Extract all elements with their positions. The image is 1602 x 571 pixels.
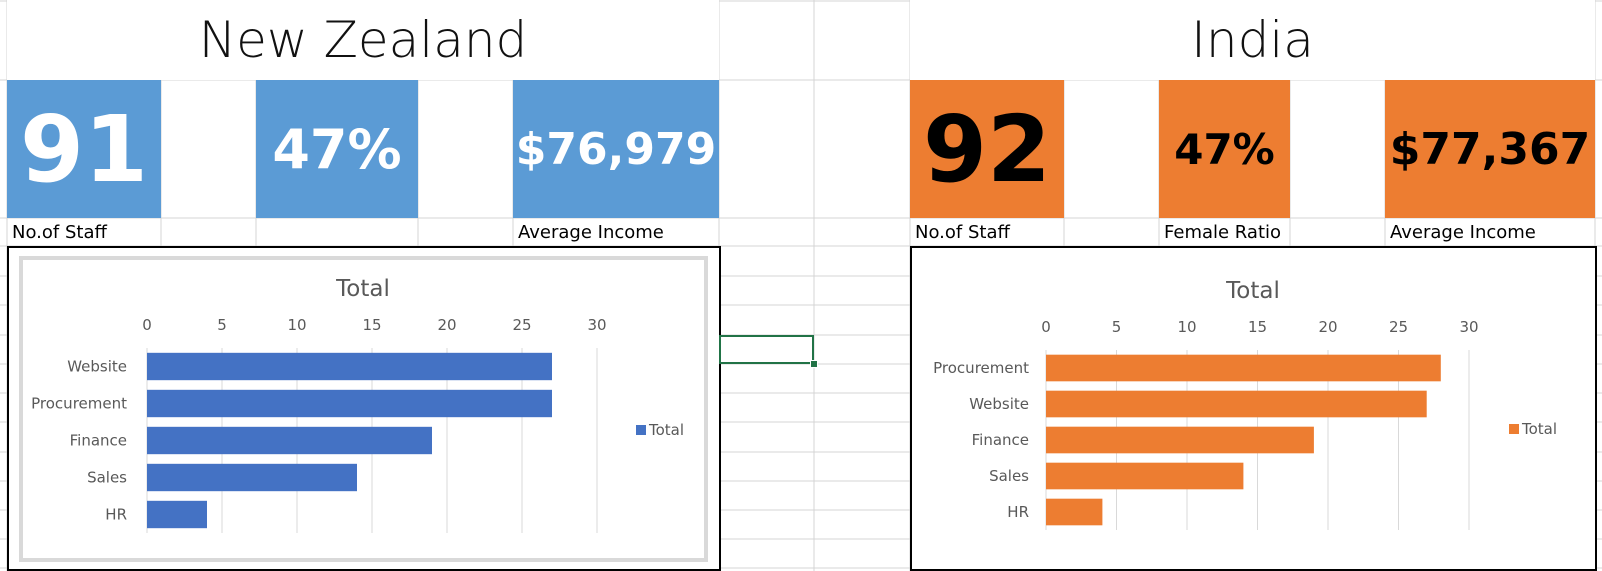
india-staff-kpi-tile[interactable]: 92: [910, 80, 1064, 218]
india-category-label: Website: [969, 395, 1029, 413]
selected-cell[interactable]: [719, 335, 814, 364]
nz-tick-label: 10: [287, 316, 306, 334]
nz-department-bar-chart[interactable]: Total 0 5 10 15 20 25 30 Website Procurement Finan…: [9, 248, 719, 569]
nz-title-cell[interactable]: New Zealand: [7, 0, 719, 80]
india-average-income-label: Average Income: [1390, 222, 1536, 243]
nz-chart-title: Total: [335, 276, 390, 302]
nz-bar-website[interactable]: [147, 352, 552, 381]
india-tick-label: 20: [1318, 318, 1337, 336]
nz-legend-label: Total: [648, 421, 684, 439]
india-legend-swatch: [1509, 424, 1519, 434]
india-average-income-kpi-tile[interactable]: $77,367: [1385, 80, 1595, 218]
nz-bar-sales[interactable]: [147, 463, 357, 492]
india-female-ratio-kpi-tile[interactable]: 47%: [1159, 80, 1290, 218]
nz-female-ratio-kpi-tile[interactable]: 47%: [256, 80, 418, 218]
india-category-label: HR: [1007, 503, 1029, 521]
india-female-ratio-value: 47%: [1174, 124, 1275, 174]
india-staff-value: 92: [922, 95, 1052, 203]
india-country-title: India: [1191, 11, 1314, 69]
india-tick-label: 5: [1112, 318, 1122, 336]
nz-tick-label: 25: [512, 316, 531, 334]
nz-chart-container[interactable]: Total 0 5 10 15 20 25 30 Website Procurement Finan…: [7, 246, 721, 571]
nz-category-label: HR: [105, 506, 127, 524]
india-staff-label: No.of Staff: [915, 222, 1010, 243]
india-tick-label: 25: [1389, 318, 1408, 336]
india-female-ratio-label: Female Ratio: [1164, 222, 1282, 243]
nz-tick-label: 5: [217, 316, 227, 334]
india-legend-label: Total: [1521, 420, 1557, 438]
nz-female-ratio-value: 47%: [272, 117, 402, 181]
india-title-cell[interactable]: India: [910, 0, 1595, 80]
india-bar-hr[interactable]: [1046, 498, 1103, 526]
nz-tick-label: 20: [437, 316, 456, 334]
india-tick-label: 15: [1248, 318, 1267, 336]
nz-country-title: New Zealand: [198, 11, 528, 69]
india-chart-container[interactable]: Total 0 5 10 15 20 25 30 Procurement Website Finan…: [910, 246, 1597, 571]
nz-tick-label: 0: [142, 316, 152, 334]
india-average-income-value: $77,367: [1389, 123, 1591, 175]
india-category-label: Procurement: [933, 359, 1029, 377]
nz-bar-procurement[interactable]: [147, 389, 552, 418]
nz-tick-label: 30: [587, 316, 606, 334]
nz-bar-hr[interactable]: [147, 500, 207, 529]
nz-category-label: Sales: [87, 469, 127, 487]
nz-tick-label: 15: [362, 316, 381, 334]
india-category-label: Sales: [989, 467, 1029, 485]
nz-staff-kpi-tile[interactable]: 91: [7, 80, 161, 218]
nz-female-ratio-label: [257, 220, 261, 246]
india-bar-sales[interactable]: [1046, 462, 1244, 490]
nz-average-income-label: Average Income: [518, 222, 664, 243]
fill-handle[interactable]: [810, 360, 818, 368]
nz-staff-value: 91: [19, 95, 149, 203]
nz-bar-finance[interactable]: [147, 426, 432, 455]
nz-chart-area-border: [19, 256, 708, 562]
india-bar-finance[interactable]: [1046, 426, 1314, 454]
india-bar-website[interactable]: [1046, 390, 1427, 418]
nz-average-income-value: $76,979: [515, 123, 717, 175]
nz-staff-label: No.of Staff: [12, 222, 107, 243]
india-tick-label: 10: [1177, 318, 1196, 336]
india-tick-label: 30: [1459, 318, 1478, 336]
india-department-bar-chart[interactable]: Total 0 5 10 15 20 25 30 Procurement Website Finan…: [912, 248, 1595, 569]
nz-category-label: Website: [67, 358, 127, 376]
india-bar-procurement[interactable]: [1046, 354, 1441, 382]
nz-category-label: Procurement: [31, 395, 127, 413]
nz-category-label: Finance: [70, 432, 127, 450]
nz-average-income-kpi-tile[interactable]: $76,979: [513, 80, 719, 218]
india-category-label: Finance: [972, 431, 1029, 449]
nz-legend-swatch: [636, 425, 646, 435]
india-tick-label: 0: [1041, 318, 1051, 336]
india-chart-title: Total: [1225, 278, 1280, 304]
